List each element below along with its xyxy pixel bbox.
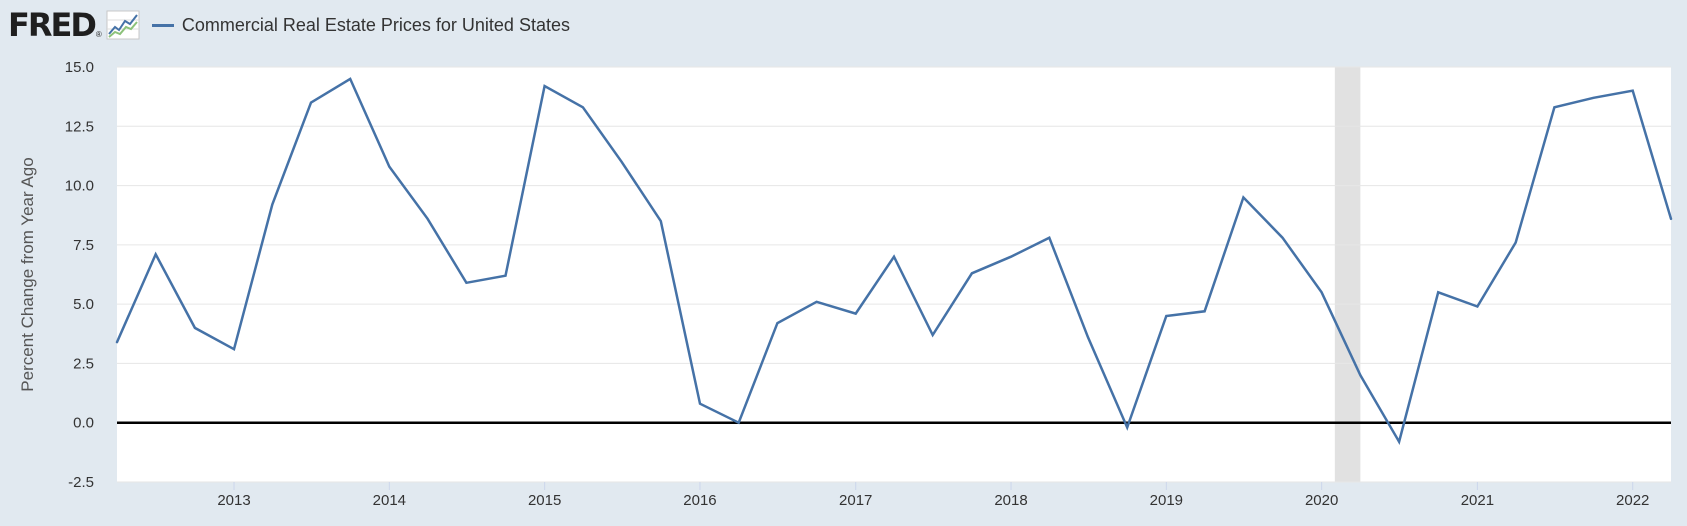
data-point[interactable] [813, 298, 821, 306]
y-tick-label: -2.5 [68, 474, 94, 491]
y-tick-label: 0.0 [73, 415, 94, 432]
data-point[interactable] [1045, 234, 1053, 242]
data-point[interactable] [1356, 371, 1364, 379]
data-point[interactable] [852, 310, 860, 318]
data-point[interactable] [346, 75, 354, 83]
y-axis-title: Percent Change from Year Ago [18, 157, 37, 391]
data-point[interactable] [1318, 288, 1326, 296]
y-tick-label: 15.0 [65, 59, 94, 76]
data-point[interactable] [541, 82, 549, 90]
y-tick-label: 10.0 [65, 178, 94, 195]
data-point[interactable] [1550, 103, 1558, 111]
data-point[interactable] [1512, 238, 1520, 246]
data-point[interactable] [268, 201, 276, 209]
fred-logo-text: FRED [8, 6, 97, 44]
data-point[interactable] [424, 215, 432, 223]
x-tick-label: 2021 [1461, 492, 1494, 509]
data-point[interactable] [1473, 303, 1481, 311]
data-point[interactable] [1434, 288, 1442, 296]
recession-band [1334, 67, 1361, 482]
data-point[interactable] [1590, 94, 1598, 102]
y-tick-label: 12.5 [65, 118, 94, 135]
x-tick-label: 2014 [373, 492, 406, 509]
data-point[interactable] [1123, 423, 1131, 431]
data-point[interactable] [657, 217, 665, 225]
x-tick-label: 2013 [217, 492, 250, 509]
series-line[interactable] [115, 77, 1673, 445]
data-point[interactable] [385, 163, 393, 171]
data-point[interactable] [696, 400, 704, 408]
data-point[interactable] [230, 345, 238, 353]
x-tick-label: 2016 [683, 492, 716, 509]
y-tick-label: 2.5 [73, 355, 94, 372]
x-tick-label: 2015 [528, 492, 561, 509]
data-point[interactable] [579, 103, 587, 111]
data-point[interactable] [1667, 215, 1675, 223]
data-point[interactable] [773, 319, 781, 327]
x-tick-label: 2017 [839, 492, 872, 509]
data-point[interactable] [1239, 193, 1247, 201]
data-point[interactable] [1201, 307, 1209, 315]
chart-legend[interactable]: Commercial Real Estate Prices for United… [151, 14, 570, 36]
data-point[interactable] [113, 338, 121, 346]
legend-series-label: Commercial Real Estate Prices for United… [181, 14, 570, 35]
data-point[interactable] [1395, 438, 1403, 446]
fred-logo[interactable]: FRED ® [8, 9, 140, 41]
x-tick-label: 2019 [1150, 492, 1183, 509]
data-point[interactable] [1007, 253, 1015, 261]
y-tick-label: 7.5 [73, 237, 94, 254]
x-tick-label: 2020 [1305, 492, 1338, 509]
x-tick-label: 2022 [1616, 492, 1649, 509]
data-point[interactable] [890, 253, 898, 261]
registered-mark: ® [95, 30, 102, 39]
data-point[interactable] [968, 269, 976, 277]
data-point[interactable] [735, 419, 743, 427]
data-point[interactable] [1162, 312, 1170, 320]
data-point[interactable] [152, 250, 160, 258]
fred-sparkline-icon [106, 10, 140, 40]
y-tick-label: 5.0 [73, 296, 94, 313]
data-point[interactable] [191, 324, 199, 332]
data-point[interactable] [1084, 333, 1092, 341]
data-point[interactable] [929, 331, 937, 339]
data-point[interactable] [1279, 234, 1287, 242]
plot-area [117, 67, 1671, 482]
data-point[interactable] [307, 99, 315, 107]
data-point[interactable] [502, 272, 510, 280]
chart-header: FRED ® Commercial Real Estate Prices for… [8, 4, 570, 46]
legend-swatch [151, 23, 174, 27]
data-point[interactable] [1629, 87, 1637, 95]
data-point[interactable] [618, 158, 626, 166]
data-point[interactable] [462, 279, 470, 287]
x-tick-label: 2018 [994, 492, 1027, 509]
